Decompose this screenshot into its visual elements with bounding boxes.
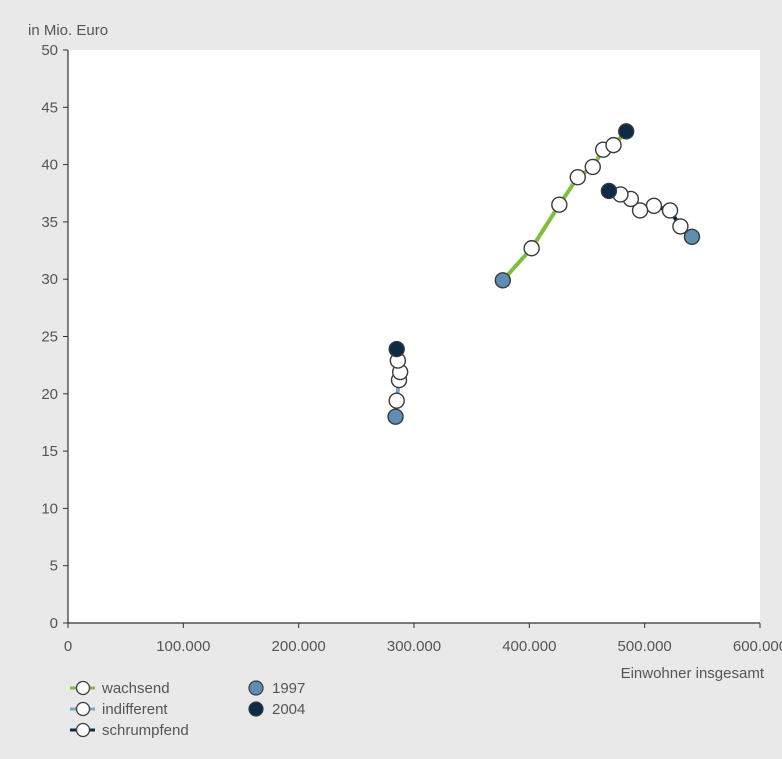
x-tick-label: 100.000 [156,638,210,655]
y-tick-label: 5 [50,558,58,575]
legend-year-marker-2004 [248,701,264,717]
data-point-wachsend [569,169,586,186]
legend: wachsend indifferent schrumpfend 1997 2004 [70,680,305,739]
y-tick-label: 15 [41,443,58,460]
legend-marker-wachsend [75,680,91,696]
data-point-indifferent [388,392,405,409]
data-point-schrumpfend [661,202,679,219]
y-tick-label: 0 [50,615,58,632]
data-point-wachsend [618,123,635,140]
legend-label-wachsend: wachsend [101,680,170,697]
y-axis-title: in Mio. Euro [28,22,108,39]
y-tick-label: 35 [41,214,58,231]
x-tick-label: 400.000 [502,638,556,655]
data-point-indifferent [387,408,404,425]
data-point-wachsend [523,240,540,257]
y-tick-label: 20 [41,386,58,403]
y-tick-label: 25 [41,329,58,346]
data-point-wachsend [494,272,512,289]
plot-background [68,50,760,623]
x-tick-label: 600.000 [733,638,782,655]
x-tick-label: 500.000 [618,638,672,655]
y-ticks: 0 5 10 15 20 25 30 35 40 45 50 [41,42,68,632]
data-point-indifferent [388,340,405,358]
y-tick-label: 40 [41,157,58,174]
legend-label-schrumpfend: schrumpfend [102,722,189,739]
x-tick-label: 300.000 [387,638,441,655]
data-point-schrumpfend [683,228,701,245]
data-point-schrumpfend [600,182,618,200]
data-point-wachsend [551,196,568,213]
legend-year-label-2004: 2004 [272,701,305,718]
y-tick-label: 10 [41,500,58,517]
y-tick-label: 45 [41,99,58,116]
data-point-wachsend [605,136,622,154]
legend-marker-schrumpfend [75,722,91,738]
legend-marker-indifferent [75,701,91,717]
series-layer [387,123,701,425]
legend-year-marker-1997 [248,680,264,696]
x-tick-label: 200.000 [272,638,326,655]
y-tick-label: 50 [41,42,58,59]
x-axis-title: Einwohner insgesamt [621,665,765,682]
legend-year-label-1997: 1997 [272,680,305,697]
legend-label-indifferent: indifferent [102,701,168,718]
x-tick-label: 0 [64,638,72,655]
data-point-wachsend [584,158,601,176]
data-point-schrumpfend [645,197,663,215]
x-ticks: 0 100.000 200.000 300.000 400.000 500.000 600.… [64,623,782,655]
data-point-schrumpfend [631,202,649,219]
y-tick-label: 30 [41,271,58,288]
data-point-schrumpfend [672,218,689,235]
